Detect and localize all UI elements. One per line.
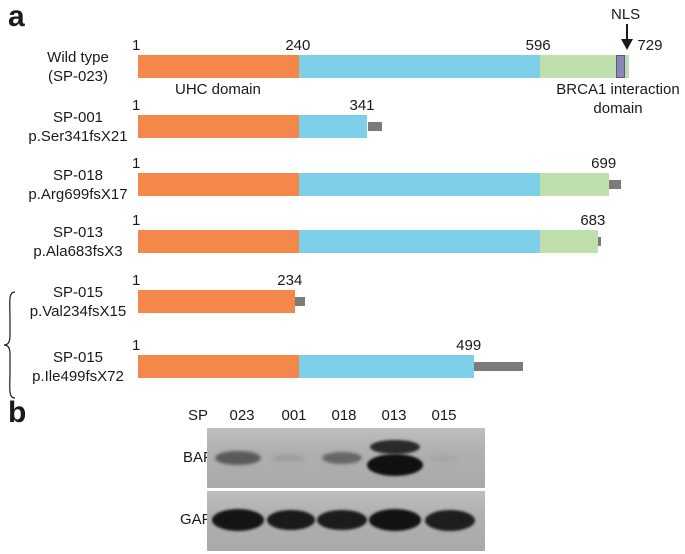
gapdh-band-013 (369, 509, 421, 531)
brca1-domain-segment (539, 55, 630, 78)
brca1-domain-label: BRCA1 interaction domain (548, 80, 685, 118)
row-label: Wild type (SP-023) (3, 48, 153, 86)
panel-a-letter: a (8, 0, 25, 33)
lane-labels: 023 001 018 013 015 (0, 408, 685, 428)
nls-arrow-icon (621, 24, 633, 50)
bap1-band-018 (322, 452, 362, 464)
start-position-label: 1 (132, 337, 141, 354)
frameshift-tail (295, 297, 306, 306)
protein-domain-diagram: Wild type (SP-023) 1 240 596 729 SP-001 p.Ser34… (3, 37, 663, 386)
bap1-band-023 (215, 451, 261, 465)
row-label-line2: (SP-023) (47, 68, 109, 85)
brca1-label-line2: domain (593, 100, 643, 117)
bap1-band-001 (271, 455, 305, 461)
frameshift-tail (367, 122, 382, 131)
end-position-label: 699 (591, 155, 617, 172)
bap1-band-013-lower (367, 454, 423, 476)
lane-label: 018 (331, 407, 357, 424)
uhc-domain-segment (138, 173, 300, 196)
middle-region-segment (299, 173, 540, 196)
nls-label: NLS (611, 6, 641, 23)
boundary-label-596: 596 (525, 37, 551, 54)
row-label-line2: p.Ala683fsX3 (33, 243, 123, 260)
row-label: SP-001 p.Ser341fsX21 (3, 108, 153, 146)
middle-region-segment (299, 115, 368, 138)
row-label: SP-018 p.Arg699fsX17 (3, 166, 153, 204)
start-position-label: 1 (132, 212, 141, 229)
row-label: SP-015 p.Val234fsX15 (3, 283, 153, 321)
gapdh-band-001 (267, 510, 315, 530)
row-label-line2: p.Arg699fsX17 (28, 186, 128, 203)
brca1-domain-segment (539, 230, 599, 253)
row-label-line1: SP-015 (52, 349, 104, 366)
end-position-label: 729 (637, 37, 663, 54)
gapdh-band-018 (317, 510, 367, 530)
row-label: SP-015 p.Ile499fsX72 (3, 348, 153, 386)
start-position-label: 1 (132, 37, 141, 54)
row-label-line2: p.Ser341fsX21 (28, 128, 128, 145)
sp-label: SP (188, 407, 209, 424)
row-label-line2: p.Ile499fsX72 (32, 368, 124, 385)
end-position-label: 499 (456, 337, 482, 354)
panel-b-letter: b (8, 396, 27, 429)
middle-region-segment (299, 55, 540, 78)
start-position-label: 1 (132, 155, 141, 172)
bap1-band-015 (429, 456, 459, 461)
end-position-label: 683 (580, 212, 606, 229)
uhc-domain-segment (138, 290, 296, 313)
frameshift-tail (598, 237, 602, 246)
uhc-domain-label: UHC domain (175, 81, 261, 98)
frameshift-tail (474, 362, 523, 371)
brca1-domain-segment (539, 173, 610, 196)
row-label-line1: SP-018 (52, 167, 104, 184)
row-label-line1: SP-013 (52, 224, 104, 241)
start-position-label: 1 (132, 97, 141, 114)
lane-label: 015 (431, 407, 457, 424)
lane-label: 001 (281, 407, 307, 424)
middle-region-segment (299, 355, 475, 378)
gapdh-band-015 (425, 510, 475, 531)
end-position-label: 234 (277, 272, 303, 289)
uhc-domain-segment (138, 230, 300, 253)
row-label-line1: SP-001 (52, 109, 104, 126)
uhc-domain-segment (138, 55, 300, 78)
gapdh-blot (207, 491, 485, 551)
uhc-domain-segment (138, 115, 300, 138)
boundary-label-240: 240 (285, 37, 311, 54)
row-label-line1: SP-015 (52, 284, 104, 301)
nls-box (616, 55, 626, 78)
row-label-line1: Wild type (47, 49, 109, 66)
middle-region-segment (299, 230, 540, 253)
uhc-domain-segment (138, 355, 300, 378)
start-position-label: 1 (132, 272, 141, 289)
brca1-label-line1: BRCA1 interaction (556, 81, 680, 98)
lane-label: 013 (381, 407, 407, 424)
row-label-line2: p.Val234fsX15 (29, 303, 127, 320)
end-position-label: 341 (349, 97, 375, 114)
row-label: SP-013 p.Ala683fsX3 (3, 223, 153, 261)
frameshift-tail (609, 180, 621, 189)
bap1-blot (207, 428, 485, 488)
bap1-band-013-upper (370, 440, 420, 454)
sp015-group-brace (3, 291, 16, 399)
gapdh-band-023 (212, 509, 264, 531)
lane-label: 023 (229, 407, 255, 424)
